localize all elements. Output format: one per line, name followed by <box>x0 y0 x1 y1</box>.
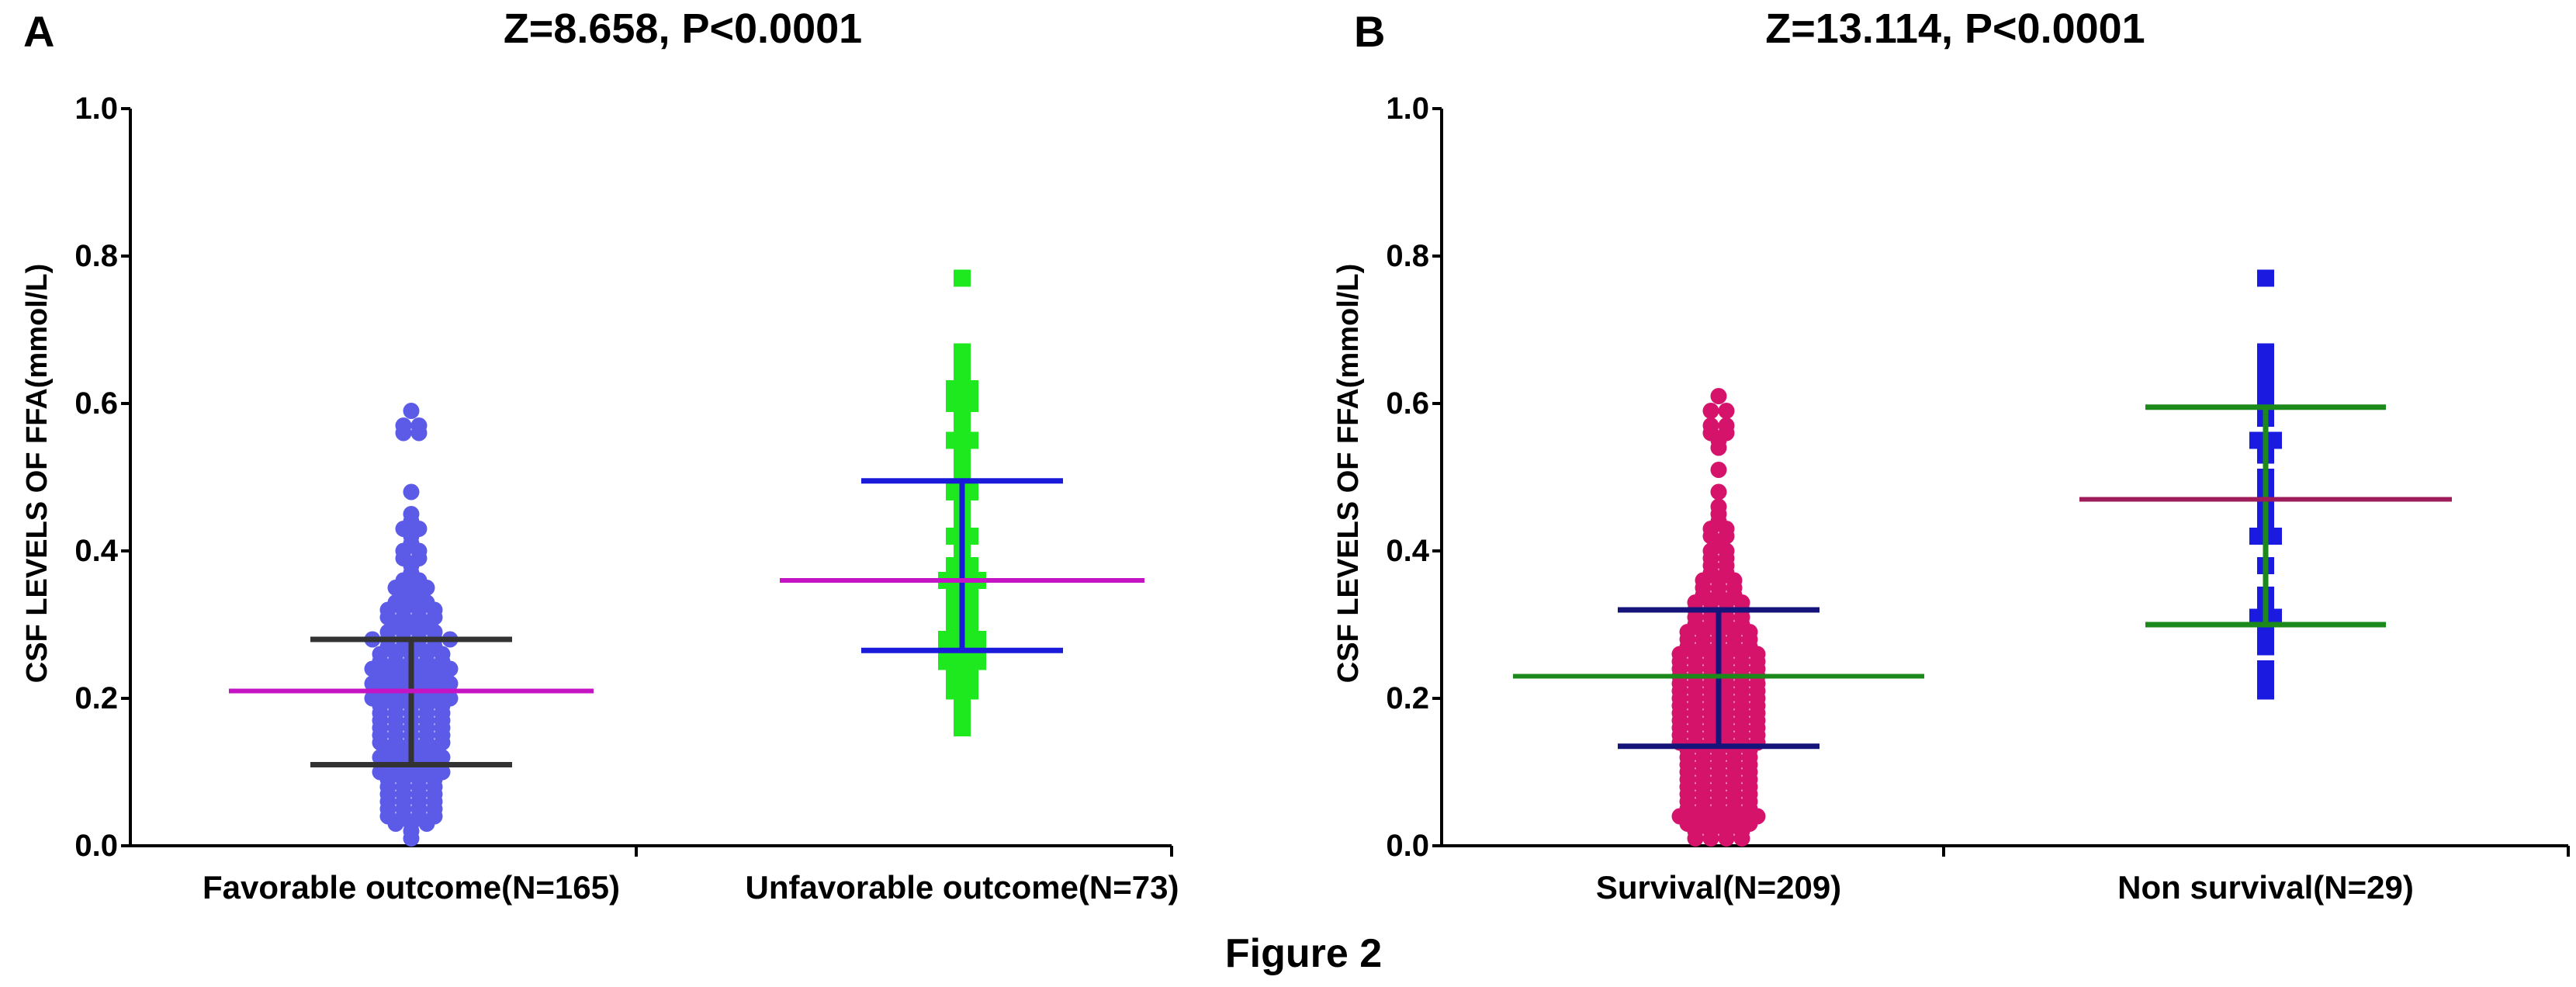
axes <box>1432 107 2570 857</box>
y-tick-label: 0.0 <box>1386 829 1429 863</box>
y-axis-label: CSF LEVELS OF FFA(mmol/L) <box>21 264 54 683</box>
panel-b: B Z=13.114, P<0.0001 CSF LEVELS OF FFA(m… <box>1332 5 2570 906</box>
data-point <box>2249 431 2266 449</box>
category-label-favorable: Favorable outcome(N=165) <box>203 869 620 906</box>
data-point <box>2265 431 2282 449</box>
data-point <box>403 506 420 522</box>
panel-label: A <box>23 7 54 56</box>
data-point <box>2257 682 2274 700</box>
data-point <box>1718 403 1735 419</box>
data-point <box>2257 638 2274 656</box>
data-point <box>954 719 971 736</box>
data-points <box>364 269 986 847</box>
category-label-survival: Survival(N=209) <box>1596 869 1841 906</box>
y-tick-label: 0.4 <box>74 534 118 568</box>
panel-a: A Z=8.658, P<0.0001 CSF LEVELS OF FFA(mm… <box>21 5 1179 906</box>
figure-caption: Figure 2 <box>1225 931 1382 976</box>
data-point <box>2265 608 2282 626</box>
y-tick-labels: 0.0 0.2 0.4 0.6 0.8 1.0 <box>1386 92 1429 863</box>
data-point <box>954 454 971 471</box>
y-tick-label: 0.2 <box>1386 681 1429 715</box>
data-point <box>2257 387 2274 405</box>
data-point <box>2257 372 2274 390</box>
data-point <box>954 343 971 361</box>
data-point <box>410 417 428 434</box>
data-point <box>403 483 420 500</box>
y-tick-label: 0.4 <box>1386 534 1429 568</box>
panel-label: B <box>1354 7 1385 56</box>
category-label-unfavorable: Unfavorable outcome(N=73) <box>746 869 1179 906</box>
y-tick-labels: 0.0 0.2 0.4 0.6 0.8 1.0 <box>74 92 118 863</box>
data-point <box>403 403 420 419</box>
y-tick-label: 0.8 <box>74 239 118 273</box>
y-axis-label: CSF LEVELS OF FFA(mmol/L) <box>1332 264 1365 683</box>
y-tick-label: 0.6 <box>74 386 118 421</box>
y-tick-label: 0.0 <box>74 829 118 863</box>
data-point <box>961 380 978 397</box>
data-point <box>2249 608 2266 626</box>
data-point <box>954 269 971 287</box>
data-point <box>1710 498 1727 515</box>
data-point <box>1710 462 1727 478</box>
y-tick-label: 1.0 <box>74 92 118 126</box>
data-point <box>1710 388 1727 404</box>
data-point <box>954 410 971 427</box>
data-point <box>1702 403 1719 419</box>
data-point <box>1702 417 1719 434</box>
data-point <box>2257 660 2274 677</box>
data-points <box>1671 269 2282 847</box>
summary-lines <box>1513 404 2452 750</box>
y-tick-label: 0.6 <box>1386 386 1429 421</box>
data-point <box>1710 483 1727 500</box>
axes <box>121 107 1173 857</box>
data-point <box>395 417 412 434</box>
chart-title: Z=13.114, P<0.0001 <box>1765 5 2145 52</box>
data-point <box>2257 269 2274 287</box>
summary-lines <box>229 478 1144 767</box>
data-point <box>1718 417 1735 434</box>
y-tick-label: 1.0 <box>1386 92 1429 126</box>
data-point <box>946 380 963 397</box>
y-tick-label: 0.2 <box>74 681 118 715</box>
category-label-non-survival: Non survival(N=29) <box>2117 869 2414 906</box>
data-point <box>2265 528 2282 545</box>
chart-title: Z=8.658, P<0.0001 <box>504 5 862 52</box>
data-point <box>954 424 971 442</box>
y-tick-label: 0.8 <box>1386 239 1429 273</box>
data-point <box>2257 343 2274 361</box>
data-point <box>2249 528 2266 545</box>
